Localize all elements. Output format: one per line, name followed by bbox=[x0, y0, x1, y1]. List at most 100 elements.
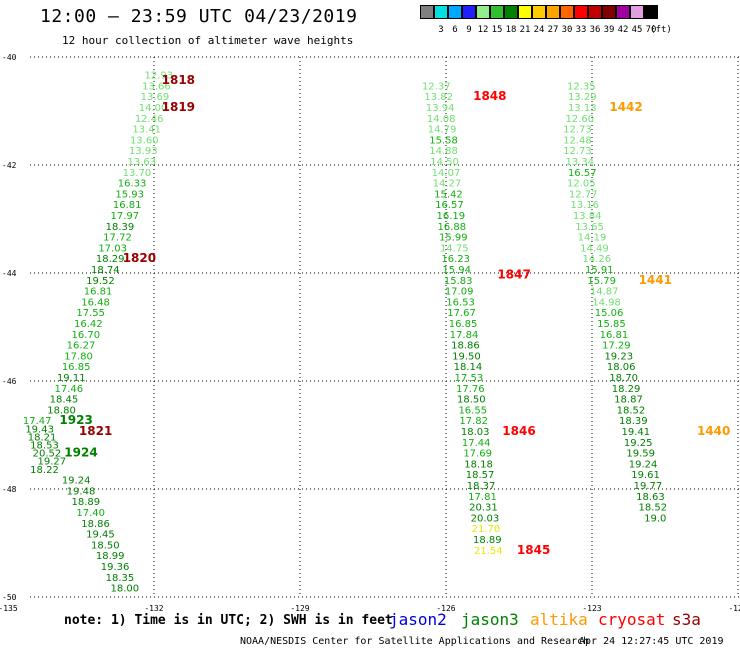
legend-swatch bbox=[574, 5, 588, 19]
wave-height-value: 16.81 bbox=[600, 330, 629, 341]
wave-height-value: 16.81 bbox=[113, 200, 142, 211]
x-tick-label: -120 bbox=[728, 604, 740, 613]
wave-height-value: 18.99 bbox=[96, 551, 125, 562]
wave-height-value: 16.88 bbox=[438, 222, 467, 233]
wave-height-value: 14.50 bbox=[430, 157, 459, 168]
wave-height-value: 17.80 bbox=[64, 351, 93, 362]
legend-label: 45 bbox=[631, 25, 643, 35]
wave-height-value: 17.29 bbox=[602, 341, 631, 352]
wave-height-value: 19.36 bbox=[101, 562, 130, 573]
wave-height-value: 16.48 bbox=[81, 297, 110, 308]
wave-height-value: 15.85 bbox=[597, 319, 626, 330]
wave-height-value: 14.49 bbox=[580, 243, 609, 254]
x-tick-label: -126 bbox=[436, 604, 455, 613]
page-title: 12:00 – 23:59 UTC 04/23/2019 bbox=[40, 6, 358, 27]
wave-height-value: 13.60 bbox=[130, 135, 159, 146]
satellite-label-altika: altika bbox=[530, 610, 588, 629]
wave-height-value: 12.37 bbox=[422, 81, 451, 92]
legend-swatch bbox=[560, 5, 574, 19]
wave-height-value: 13.63 bbox=[128, 157, 157, 168]
legend-label: 15 bbox=[491, 25, 503, 35]
wave-height-value: 17.97 bbox=[110, 211, 139, 222]
wave-height-value: 14.98 bbox=[592, 297, 621, 308]
wave-height-value: 20.52 bbox=[33, 449, 62, 460]
pass-time-label: 1846 bbox=[502, 424, 535, 438]
wave-height-value: 18.35 bbox=[106, 573, 135, 584]
wave-height-value: 16.42 bbox=[74, 319, 103, 330]
legend-label: 3 bbox=[438, 25, 444, 35]
wave-height-value: 14.08 bbox=[427, 114, 456, 125]
x-tick-label: -132 bbox=[144, 604, 163, 613]
legend-label: 12 bbox=[477, 25, 489, 35]
y-tick-label: -42 bbox=[2, 161, 17, 170]
x-tick-label: -135 bbox=[0, 604, 18, 613]
wave-height-value: 14.88 bbox=[429, 146, 458, 157]
legend-swatch bbox=[630, 5, 644, 19]
legend-swatch bbox=[588, 5, 602, 19]
wave-height-value: 19.52 bbox=[86, 276, 115, 287]
wave-height-value: 17.72 bbox=[103, 233, 132, 244]
wave-height-value: 15.94 bbox=[442, 265, 471, 276]
wave-height-value: 19.24 bbox=[629, 459, 658, 470]
wave-height-value: 19.50 bbox=[452, 351, 481, 362]
wave-height-value: 12.77 bbox=[569, 189, 598, 200]
wave-height-value: 13.84 bbox=[573, 211, 602, 222]
wave-height-value: 16.55 bbox=[458, 405, 487, 416]
wave-height-value: 17.47 bbox=[23, 416, 52, 427]
wave-height-value: 17.84 bbox=[450, 330, 479, 341]
wave-height-value: 15.58 bbox=[429, 135, 458, 146]
wave-height-value: 18.50 bbox=[91, 540, 120, 551]
wave-height-value: 18.70 bbox=[609, 373, 638, 384]
wave-height-value: 18.74 bbox=[91, 265, 120, 276]
wave-height-value: 16.33 bbox=[118, 179, 147, 190]
wave-height-value: 12.93 bbox=[145, 71, 174, 82]
wave-height-value: 19.11 bbox=[57, 373, 86, 384]
legend-swatch bbox=[616, 5, 630, 19]
wave-height-value: 17.40 bbox=[76, 508, 105, 519]
satellite-label-jason3: jason3 bbox=[461, 610, 519, 629]
wave-height-value: 19.27 bbox=[37, 457, 66, 468]
wave-height-value: 14.87 bbox=[590, 287, 619, 298]
wave-height-value: 18.39 bbox=[106, 222, 135, 233]
pass-time-label: 1442 bbox=[609, 100, 642, 114]
wave-height-value: 17.46 bbox=[55, 384, 84, 395]
wave-height-value: 13.65 bbox=[575, 222, 604, 233]
wave-height-value: 14.27 bbox=[433, 179, 462, 190]
wave-height-value: 18.86 bbox=[81, 519, 110, 530]
pass-time-label: 1818 bbox=[162, 73, 195, 87]
wave-height-value: 17.55 bbox=[76, 308, 105, 319]
legend-label: 30 bbox=[561, 25, 573, 35]
satellite-label-s3a: s3a bbox=[672, 610, 701, 629]
y-tick-label: -46 bbox=[2, 377, 17, 386]
points-layer: 12.3513.2913.1312.6012.7312.4812.7313.34… bbox=[23, 71, 667, 595]
wave-height-value: 20.03 bbox=[471, 513, 500, 524]
y-tick-label: -44 bbox=[2, 269, 17, 278]
wave-height-value: 15.42 bbox=[434, 189, 463, 200]
wave-height-value: 17.76 bbox=[456, 384, 485, 395]
wave-height-value: 18.80 bbox=[47, 405, 76, 416]
wave-height-value: 12.73 bbox=[563, 125, 592, 136]
wave-height-value: 19.25 bbox=[624, 438, 653, 449]
wave-height-value: 12.48 bbox=[563, 135, 592, 146]
y-tick-label: -40 bbox=[2, 53, 17, 62]
wave-height-value: 15.91 bbox=[585, 265, 614, 276]
wave-height-value: 17.09 bbox=[445, 287, 474, 298]
wave-height-value: 17.81 bbox=[468, 492, 497, 503]
wave-height-value: 21.54 bbox=[474, 546, 503, 557]
wave-height-value: 13.69 bbox=[141, 92, 170, 103]
wave-height-value: 13.93 bbox=[129, 146, 158, 157]
wave-height-value: 18.14 bbox=[454, 362, 483, 373]
wave-height-value: 18.22 bbox=[30, 465, 59, 476]
wave-height-value: 18.86 bbox=[451, 341, 480, 352]
wave-height-value: 14.75 bbox=[440, 243, 469, 254]
wave-height-value: 13.94 bbox=[426, 103, 455, 114]
wave-height-value: 18.29 bbox=[612, 384, 641, 395]
wave-height-value: 18.57 bbox=[466, 470, 495, 481]
credit-text: NOAA/NESDIS Center for Satellite Applica… bbox=[240, 636, 590, 647]
legend-swatch bbox=[462, 5, 476, 19]
satellite-label-cryosat: cryosat bbox=[598, 610, 666, 629]
legend-swatch bbox=[602, 5, 616, 19]
wave-height-value: 13.82 bbox=[424, 92, 453, 103]
wave-height-value: 16.53 bbox=[446, 297, 475, 308]
wave-height-value: 18.89 bbox=[72, 497, 101, 508]
